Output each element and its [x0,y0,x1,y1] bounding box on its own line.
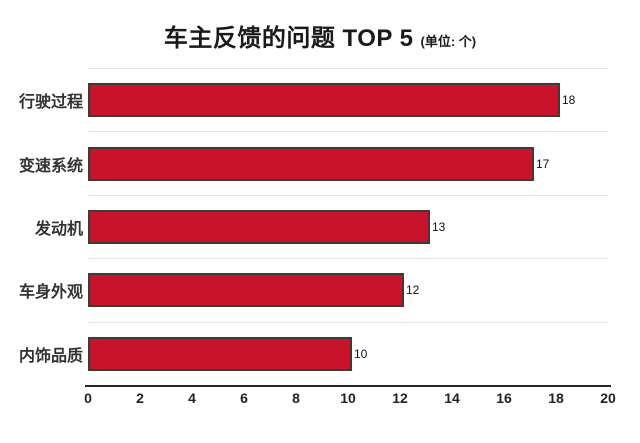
x-tick-label: 14 [444,390,460,406]
x-tick-label: 0 [84,390,92,406]
value-label: 13 [432,219,446,234]
bar [88,273,404,308]
bar [88,83,560,118]
value-label: 10 [354,346,368,361]
bar-wrap: 12 [88,273,608,308]
x-tick-label: 10 [340,390,356,406]
x-tick-label: 18 [548,390,564,406]
category-label: 内饰品质 [18,347,83,365]
chart-unit-label: (单位: 个) [420,34,477,49]
value-label: 12 [406,283,420,298]
x-tick-label: 6 [240,390,248,406]
bar-wrap: 13 [88,209,608,244]
bar-wrap: 18 [88,83,608,118]
chart-title-text: 车主反馈的问题 TOP 5 [163,25,414,52]
value-label: 17 [536,156,550,171]
x-tick-label: 4 [188,390,196,406]
bar-row: 行驶过程 18 [19,68,608,131]
bar [88,336,352,371]
bar-row: 发动机 13 [35,194,608,258]
plot-area: 行驶过程 18 变速系统 17 发动机 13 车身外观 12 [19,68,608,385]
x-tick-label: 20 [600,390,616,406]
category-label: 行驶过程 [18,94,83,112]
category-label: 变速系统 [18,157,83,175]
bar-row: 车身外观 12 [19,258,608,321]
bar [88,146,534,181]
value-label: 18 [562,93,576,108]
bar-wrap: 10 [88,336,608,371]
bar [88,209,430,244]
category-label: 车身外观 [18,284,83,302]
x-axis-line [85,385,611,387]
bar-row: 变速系统 17 [19,131,608,194]
x-tick-label: 16 [496,390,512,406]
x-tick-label: 2 [136,390,144,406]
x-axis-ticks: 0 2 4 6 8 10 12 14 16 18 20 [84,387,616,411]
bar-wrap: 17 [88,146,608,181]
chart-title: 车主反馈的问题 TOP 5 (单位: 个) [0,18,640,53]
category-label: 发动机 [34,220,83,238]
bar-row: 内饰品质 10 [19,321,608,385]
x-tick-label: 12 [392,390,408,406]
x-tick-label: 8 [292,390,300,406]
